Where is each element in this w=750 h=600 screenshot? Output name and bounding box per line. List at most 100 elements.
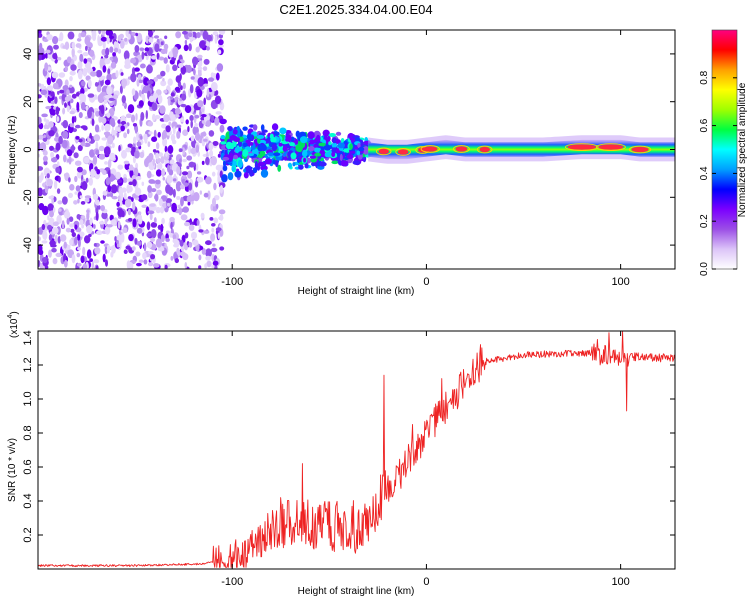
noise-blob	[154, 115, 161, 120]
noise-blob	[151, 136, 158, 142]
noise-blob	[206, 46, 210, 51]
turbulence-blob	[234, 146, 242, 154]
noise-blob	[83, 156, 90, 164]
noise-blob	[112, 94, 119, 99]
noise-blob	[76, 252, 81, 258]
turbulence-blob	[328, 133, 336, 137]
noise-blob	[128, 234, 134, 242]
tone-peak	[397, 149, 409, 155]
noise-blob	[179, 239, 184, 247]
noise-blob	[171, 202, 178, 213]
noise-blob	[107, 68, 111, 75]
noise-blob	[122, 102, 126, 107]
x-tick-label: 0	[423, 576, 429, 588]
tone-band	[368, 139, 675, 160]
noise-blob	[63, 259, 68, 268]
noise-blob	[46, 178, 53, 187]
noise-blob	[158, 152, 164, 157]
noise-blob	[105, 30, 111, 36]
noise-blob	[135, 251, 141, 257]
noise-blob	[101, 48, 107, 56]
noise-blob	[196, 176, 204, 183]
noise-blob	[79, 219, 84, 226]
noise-blob	[57, 236, 61, 244]
noise-blob	[132, 201, 136, 211]
noise-blob	[54, 96, 58, 104]
noise-blob	[131, 88, 136, 96]
noise-blob	[46, 85, 54, 91]
noise-blob	[126, 178, 133, 183]
tone-peak	[423, 146, 438, 152]
noise-blob	[51, 247, 57, 253]
snr-x-label: Height of straight line (km)	[298, 586, 415, 597]
noise-blob	[63, 253, 67, 262]
noise-blob	[71, 41, 76, 50]
noise-blob	[211, 227, 215, 233]
noise-blob	[112, 52, 116, 57]
colorbar-tick-label: 0.4	[699, 166, 710, 180]
noise-blob	[38, 116, 42, 125]
noise-blob	[165, 125, 171, 133]
noise-blob	[51, 156, 58, 163]
turbulence-blob	[324, 152, 331, 158]
noise-blob	[74, 236, 78, 246]
noise-blob	[212, 31, 219, 36]
x-tick-label: -100	[221, 576, 243, 588]
tone-peak	[631, 146, 649, 153]
noise-blob	[97, 205, 101, 210]
noise-blob	[131, 246, 136, 251]
noise-blob	[165, 237, 170, 242]
noise-blob	[56, 116, 60, 122]
turbulence-blob	[337, 142, 345, 149]
noise-blob	[123, 192, 127, 200]
noise-blob	[219, 246, 225, 251]
noise-blob	[196, 171, 202, 175]
noise-blob	[138, 100, 144, 107]
noise-blob	[188, 224, 195, 231]
noise-blob	[120, 72, 124, 76]
turbulence-blob	[283, 152, 287, 157]
turbulence-blob	[232, 129, 238, 135]
turbulence-blob	[331, 137, 338, 144]
snr-x-ticks: -100 0 100	[221, 331, 630, 588]
turbulence-blob	[273, 131, 280, 136]
colorbar: 0.0 0.2 0.4 0.6 0.8 Normalized spectral ampl…	[699, 29, 748, 276]
noise-blob	[91, 118, 95, 127]
noise-blob	[202, 131, 206, 135]
noise-blob	[75, 92, 80, 97]
noise-blob	[76, 214, 81, 220]
noise-blob	[180, 196, 184, 207]
snr-y-label: SNR (10 * v/v)	[7, 438, 18, 502]
noise-blob	[88, 177, 94, 186]
turbulence-blob	[237, 159, 243, 168]
noise-blob	[154, 193, 159, 202]
turbulence-blob	[229, 142, 235, 150]
noise-blob	[169, 216, 175, 223]
turbulence-blob	[267, 152, 275, 157]
turbulence-blob	[347, 153, 354, 160]
noise-blob	[175, 75, 182, 83]
noise-blob	[150, 222, 158, 228]
noise-blob	[38, 83, 42, 87]
noise-blob	[159, 206, 165, 214]
noise-blob	[38, 166, 44, 171]
noise-blob	[100, 240, 105, 244]
noise-blob	[132, 218, 137, 228]
noise-blob	[203, 83, 209, 87]
noise-blob	[64, 65, 69, 72]
noise-blob	[110, 61, 117, 69]
turbulence-blob	[227, 126, 233, 132]
noise-blob	[217, 232, 221, 240]
noise-blob	[166, 174, 173, 184]
noise-blob	[70, 98, 74, 104]
turbulence-blob	[357, 142, 361, 149]
noise-blob	[53, 207, 56, 213]
noise-blob	[116, 240, 119, 244]
noise-blob	[176, 166, 181, 175]
noise-blob	[217, 49, 222, 55]
noise-blob	[79, 53, 84, 63]
noise-blob	[62, 196, 68, 205]
figure-title: C2E1.2025.334.04.00.E04	[279, 2, 432, 17]
noise-blob	[121, 95, 127, 104]
noise-blob	[39, 142, 47, 152]
